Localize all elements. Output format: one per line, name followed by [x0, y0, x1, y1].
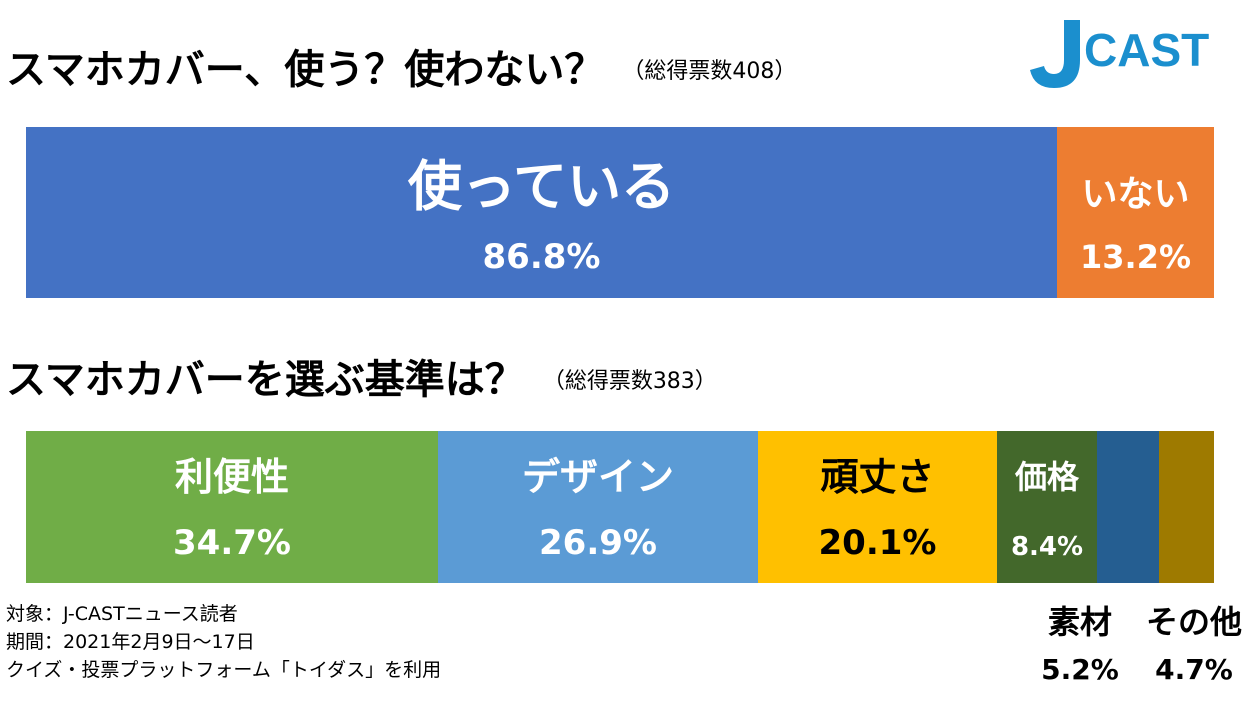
usage-segment-1-value: 86.8% — [482, 237, 601, 277]
footnote-period: 期間：2021年2月9日～17日 — [6, 631, 255, 653]
chart-title-1: スマホカバー、使う？使わない？ （総得票数408） — [6, 46, 796, 96]
footnotes: 対象：J-CASTニュース読者 期間：2021年2月9日～17日 クイズ・投票プ… — [6, 600, 441, 684]
outside-label-other: その他 4.7% — [1134, 601, 1254, 689]
outside-label-material-name: 素材 — [1047, 603, 1112, 641]
criteria-segment-2-value: 26.9% — [539, 523, 657, 563]
criteria-segment-2-label: デザイン — [521, 455, 674, 499]
usage-segment-2: いない 13.2% — [1057, 127, 1214, 298]
jcast-logo-j-mark — [1030, 20, 1080, 88]
criteria-segment-3-label: 頑丈さ — [820, 455, 935, 499]
outside-label-material: 素材 5.2% — [1030, 601, 1130, 689]
criteria-segment-4: 価格 8.4% — [997, 431, 1097, 583]
criteria-segment-5 — [1097, 431, 1159, 583]
usage-segment-2-label: いない — [1081, 174, 1190, 215]
criteria-stacked-bar: 利便性 34.7% デザイン 26.9% 頑丈さ 20.1% 価格 8.4% — [26, 431, 1214, 583]
chart-subtitle-1: （総得票数408） — [622, 59, 797, 84]
usage-segment-2-value: 13.2% — [1079, 238, 1191, 276]
usage-stacked-bar: 使っている 86.8% いない 13.2% — [26, 127, 1214, 298]
footnote-target: 対象：J-CASTニュース読者 — [6, 603, 238, 625]
outside-label-other-name: その他 — [1145, 603, 1242, 641]
outside-label-other-value: 4.7% — [1155, 653, 1233, 686]
criteria-segment-3-value: 20.1% — [818, 523, 937, 563]
chart-title-2-text: スマホカバーを選ぶ基準は？ — [6, 357, 525, 403]
usage-segment-1-label: 使っている — [407, 155, 676, 218]
footnote-platform: クイズ・投票プラットフォーム「トイダス」を利用 — [6, 659, 442, 681]
outside-label-material-value: 5.2% — [1041, 653, 1119, 686]
usage-segment-1: 使っている 86.8% — [26, 127, 1057, 298]
criteria-segment-3: 頑丈さ 20.1% — [758, 431, 997, 583]
criteria-segment-4-value: 8.4% — [1010, 532, 1084, 562]
chart-title-2: スマホカバーを選ぶ基準は？ （総得票数383） — [6, 356, 717, 406]
jcast-logo-text: CAST — [1084, 24, 1209, 76]
criteria-segment-1: 利便性 34.7% — [26, 431, 438, 583]
criteria-segment-4-label: 価格 — [1014, 458, 1079, 496]
criteria-segment-1-label: 利便性 — [174, 455, 289, 499]
jcast-logo: CAST — [1030, 20, 1209, 88]
criteria-segment-6 — [1159, 431, 1214, 583]
criteria-segment-2: デザイン 26.9% — [438, 431, 758, 583]
chart-title-1-text: スマホカバー、使う？使わない？ — [6, 47, 605, 93]
criteria-segment-1-value: 34.7% — [173, 523, 291, 563]
chart-subtitle-2: （総得票数383） — [542, 369, 717, 394]
